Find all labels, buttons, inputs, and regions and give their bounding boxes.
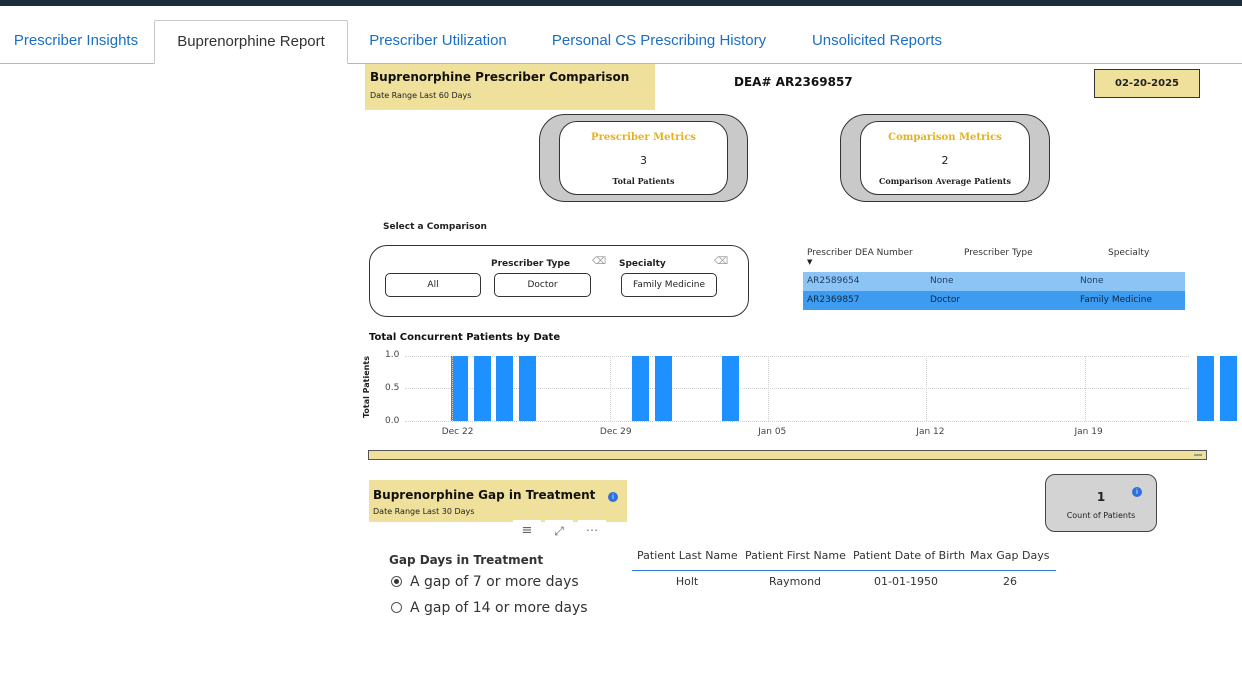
- x-tick: Dec 22: [441, 427, 474, 437]
- cell-specialty: Family Medicine: [1080, 295, 1153, 305]
- y-tick: 0.5: [385, 383, 400, 393]
- comparison-average-value: 2: [941, 154, 949, 167]
- chart-scrollbar[interactable]: [368, 450, 1207, 460]
- comparison-filter-panel: All Prescriber Type ⌫ Doctor Specialty ⌫…: [369, 245, 749, 317]
- x-tick: Jan 19: [1074, 427, 1103, 437]
- x-tick: Dec 29: [599, 427, 632, 437]
- specialty-dropdown[interactable]: Family Medicine: [621, 273, 717, 297]
- focus-mode-icon[interactable]: ⤢: [545, 520, 573, 542]
- cell-dob: 01-01-1950: [874, 575, 938, 588]
- gap-subtitle: Date Range Last 30 Days: [373, 507, 475, 516]
- chart-plot-area: [405, 356, 1237, 422]
- tab-prescriber-insights[interactable]: Prescriber Insights: [13, 32, 139, 49]
- more-options-icon[interactable]: ⋯: [578, 520, 606, 542]
- chart-bar[interactable]: [451, 356, 469, 421]
- table-row[interactable]: AR2369857 Doctor Family Medicine: [803, 291, 1185, 310]
- y-tick: 0.0: [385, 416, 400, 426]
- prescriber-type-label: Prescriber Type: [491, 259, 570, 269]
- prescriber-type-dropdown[interactable]: Doctor: [494, 273, 591, 297]
- tab-personal-cs-history[interactable]: Personal CS Prescribing History: [551, 32, 767, 49]
- clear-specialty-eraser-icon[interactable]: ⌫: [714, 256, 729, 267]
- col-patient-dob[interactable]: Patient Date of Birth: [853, 549, 966, 562]
- chart-x-axis: Dec 22 Dec 29 Jan 05 Jan 12 Jan 19: [405, 427, 1189, 441]
- gap-option-7-days[interactable]: A gap of 7 or more days: [391, 574, 579, 590]
- count-label: Count of Patients: [1066, 511, 1136, 520]
- tab-unsolicited-reports[interactable]: Unsolicited Reports: [811, 32, 943, 49]
- chart-bar[interactable]: [1219, 356, 1237, 421]
- radio-selected-icon[interactable]: [391, 576, 402, 587]
- y-tick: 1.0: [385, 350, 400, 360]
- x-tick: Jan 12: [916, 427, 945, 437]
- gap-option-label: A gap of 14 or more days: [410, 600, 588, 616]
- count-value: 1: [1096, 490, 1106, 504]
- scroll-grip-icon[interactable]: [1194, 454, 1202, 456]
- chart-ylabel: Total Patients: [362, 356, 371, 418]
- cell-max-gap: 26: [1003, 575, 1017, 588]
- report-tabs: Prescriber Insights Buprenorphine Report…: [0, 20, 1242, 64]
- sort-down-icon[interactable]: ▼: [807, 258, 813, 266]
- comparison-metrics-card: Comparison Metrics 2 Comparison Average …: [840, 114, 1050, 202]
- info-icon[interactable]: i: [608, 492, 618, 502]
- radio-unselected-icon[interactable]: [391, 602, 402, 613]
- report-subtitle: Date Range Last 60 Days: [370, 91, 472, 100]
- table-header-divider: [632, 570, 1056, 571]
- chart-title: Total Concurrent Patients by Date: [369, 332, 561, 343]
- comparison-metrics-title: Comparison Metrics: [888, 132, 1002, 143]
- total-patients-label: Total Patients: [612, 176, 675, 186]
- tab-prescriber-utilization[interactable]: Prescriber Utilization: [369, 32, 507, 49]
- chart-bar[interactable]: [1197, 356, 1214, 421]
- top-bar: [0, 0, 1242, 6]
- gap-days-filter-title: Gap Days in Treatment: [389, 553, 544, 567]
- info-icon[interactable]: i: [1132, 487, 1142, 497]
- gap-header: Buprenorphine Gap in Treatment Date Rang…: [369, 480, 627, 522]
- chart-bar[interactable]: [496, 356, 514, 421]
- clear-type-eraser-icon[interactable]: ⌫: [592, 256, 607, 267]
- select-comparison-label: Select a Comparison: [383, 222, 487, 232]
- report-date: 02-20-2025: [1094, 69, 1200, 98]
- chart-bar[interactable]: [654, 356, 672, 421]
- prescriber-metrics-card: Prescriber Metrics 3 Total Patients: [539, 114, 748, 202]
- specialty-label: Specialty: [619, 259, 666, 269]
- cell-dea: AR2369857: [807, 295, 860, 305]
- table-row[interactable]: AR2589654 None None: [803, 272, 1185, 291]
- prescriber-metrics-title: Prescriber Metrics: [591, 132, 696, 143]
- chart-bar[interactable]: [473, 356, 491, 421]
- col-dea-number[interactable]: Prescriber DEA Number: [807, 248, 913, 258]
- cell-last-name: Holt: [675, 575, 699, 588]
- cell-type: None: [930, 276, 954, 286]
- report-header: Buprenorphine Prescriber Comparison Date…: [365, 64, 655, 110]
- count-of-patients-card: 1 Count of Patients i: [1045, 474, 1157, 532]
- chart-bar[interactable]: [519, 356, 536, 421]
- dea-number: DEA# AR2369857: [734, 75, 853, 89]
- cell-specialty: None: [1080, 276, 1104, 286]
- chart-bar[interactable]: [722, 356, 740, 421]
- x-tick: Jan 05: [758, 427, 787, 437]
- total-patients-value: 3: [640, 154, 647, 167]
- col-specialty[interactable]: Specialty: [1108, 248, 1150, 258]
- tab-buprenorphine-report[interactable]: Buprenorphine Report: [154, 20, 348, 64]
- gap-title: Buprenorphine Gap in Treatment: [373, 488, 596, 502]
- gap-option-14-days[interactable]: A gap of 14 or more days: [391, 600, 588, 616]
- filter-icon[interactable]: ≡: [513, 520, 541, 542]
- comparison-average-label: Comparison Average Patients: [879, 176, 1011, 186]
- col-patient-first-name[interactable]: Patient First Name: [745, 549, 846, 562]
- chart-bar[interactable]: [632, 356, 649, 421]
- col-patient-last-name[interactable]: Patient Last Name: [637, 549, 738, 562]
- col-prescriber-type[interactable]: Prescriber Type: [964, 248, 1033, 258]
- report-title: Buprenorphine Prescriber Comparison: [370, 70, 630, 84]
- cell-dea: AR2589654: [807, 276, 860, 286]
- col-max-gap-days[interactable]: Max Gap Days: [970, 549, 1050, 562]
- gap-option-label: A gap of 7 or more days: [410, 574, 579, 590]
- cell-type: Doctor: [930, 295, 961, 305]
- all-button[interactable]: All: [385, 273, 481, 297]
- cell-first-name: Raymond: [768, 575, 822, 588]
